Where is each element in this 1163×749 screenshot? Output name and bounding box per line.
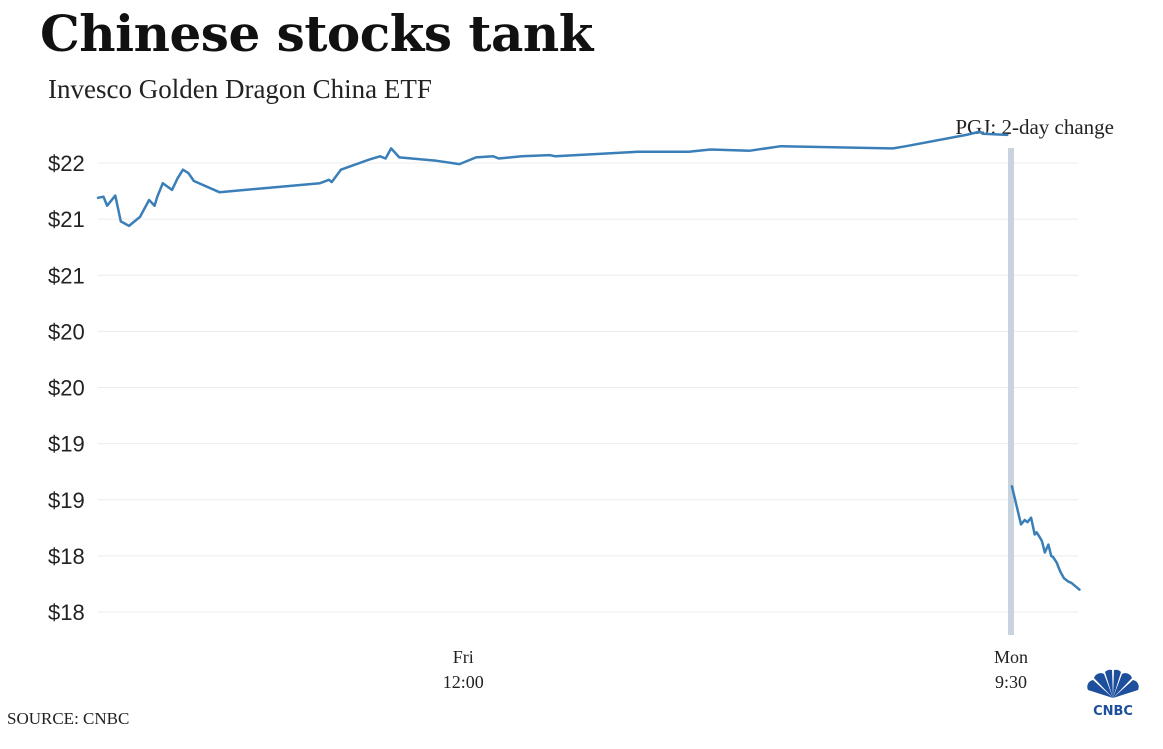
- y-tick-label: $20: [48, 376, 85, 401]
- y-tick-label: $19: [48, 432, 85, 457]
- series-line-1: [96, 130, 1009, 228]
- series-line-2: [1010, 485, 1081, 591]
- y-tick-label: $19: [48, 488, 85, 513]
- x-tick-label: Mon: [994, 647, 1028, 667]
- y-tick-label: $20: [48, 319, 85, 344]
- x-tick-label: 9:30: [995, 672, 1027, 692]
- y-tick-label: $21: [48, 207, 85, 232]
- cnbc-logo: CNBC: [1087, 669, 1139, 718]
- x-tick-label: 12:00: [443, 672, 484, 692]
- annotation-label: PGJ: 2-day change: [955, 115, 1114, 139]
- source-note: SOURCE: CNBC: [7, 709, 130, 728]
- y-tick-label: $22: [48, 151, 85, 176]
- y-tick-label: $18: [48, 600, 85, 625]
- y-tick-label: $21: [48, 263, 85, 288]
- chart-subtitle: Invesco Golden Dragon China ETF: [48, 74, 432, 104]
- chart-title: Chinese stocks tank: [40, 4, 593, 63]
- y-tick-label: $18: [48, 544, 85, 569]
- day-change-marker: [1008, 148, 1014, 635]
- x-tick-label: Fri: [453, 647, 474, 667]
- cnbc-logo-text: CNBC: [1093, 704, 1133, 718]
